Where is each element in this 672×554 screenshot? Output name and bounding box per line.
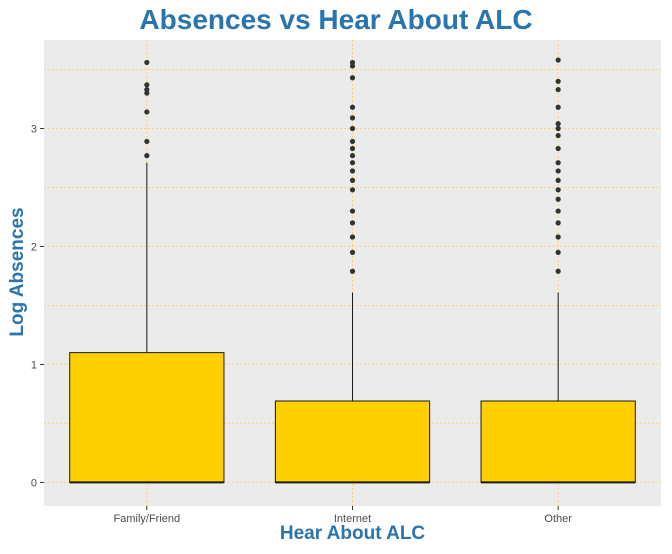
x-tick-label: Other <box>544 513 572 525</box>
outlier-point <box>349 249 356 255</box>
outlier-point <box>555 132 561 139</box>
box-internet <box>274 59 431 484</box>
outlier-point <box>349 104 356 110</box>
outlier-point <box>555 57 561 63</box>
outlier-point <box>349 177 356 183</box>
axes: 0 1 2 3 Family/Friend Internet Other <box>31 123 572 525</box>
outlier-point <box>349 168 356 174</box>
outlier-point <box>144 153 150 159</box>
outlier-point <box>555 234 561 240</box>
outlier-point <box>349 125 356 132</box>
outlier-point <box>555 268 561 274</box>
outlier-point <box>555 177 561 183</box>
chart-title: Absences vs Hear About ALC <box>139 4 533 35</box>
y-tick-label: 2 <box>31 241 37 253</box>
box-other <box>480 57 636 484</box>
outlier-point <box>555 86 561 93</box>
box-family-friend <box>69 59 225 484</box>
outlier-point <box>349 160 356 166</box>
outlier-point <box>349 115 356 121</box>
outlier-point <box>555 125 561 132</box>
outlier-point <box>349 268 356 274</box>
outlier-point <box>349 59 356 66</box>
outlier-point <box>349 145 356 152</box>
box-body <box>480 400 636 483</box>
outlier-point <box>555 208 561 214</box>
outlier-point <box>349 234 356 240</box>
box-body <box>69 352 225 483</box>
outlier-point <box>144 59 150 66</box>
x-tick-label: Internet <box>334 513 371 525</box>
outlier-point <box>555 145 561 152</box>
outlier-point <box>349 75 356 81</box>
box-body <box>274 400 431 483</box>
outlier-point <box>349 187 356 193</box>
outlier-point <box>144 109 150 115</box>
outlier-point <box>349 220 356 226</box>
x-axis-label: Hear About ALC <box>279 523 426 544</box>
outlier-point <box>555 104 561 110</box>
outlier-point <box>144 82 150 88</box>
outlier-point <box>349 153 356 159</box>
outlier-point <box>555 196 561 202</box>
x-tick-label: Family/Friend <box>114 513 181 525</box>
y-tick-label: 0 <box>31 477 37 489</box>
outlier-point <box>555 220 561 226</box>
y-tick-label: 3 <box>31 123 37 135</box>
y-tick-label: 1 <box>31 359 37 371</box>
outlier-point <box>555 168 561 174</box>
outlier-point <box>144 86 150 93</box>
outlier-point <box>349 208 356 214</box>
outlier-point <box>349 138 356 145</box>
box-series <box>69 57 636 484</box>
outlier-point <box>144 138 150 145</box>
outlier-point <box>555 187 561 193</box>
outlier-point <box>555 249 561 255</box>
outlier-point <box>555 78 561 84</box>
outlier-point <box>555 160 561 166</box>
outlier-point <box>555 121 561 127</box>
y-axis-label: Log Absences <box>7 207 28 337</box>
